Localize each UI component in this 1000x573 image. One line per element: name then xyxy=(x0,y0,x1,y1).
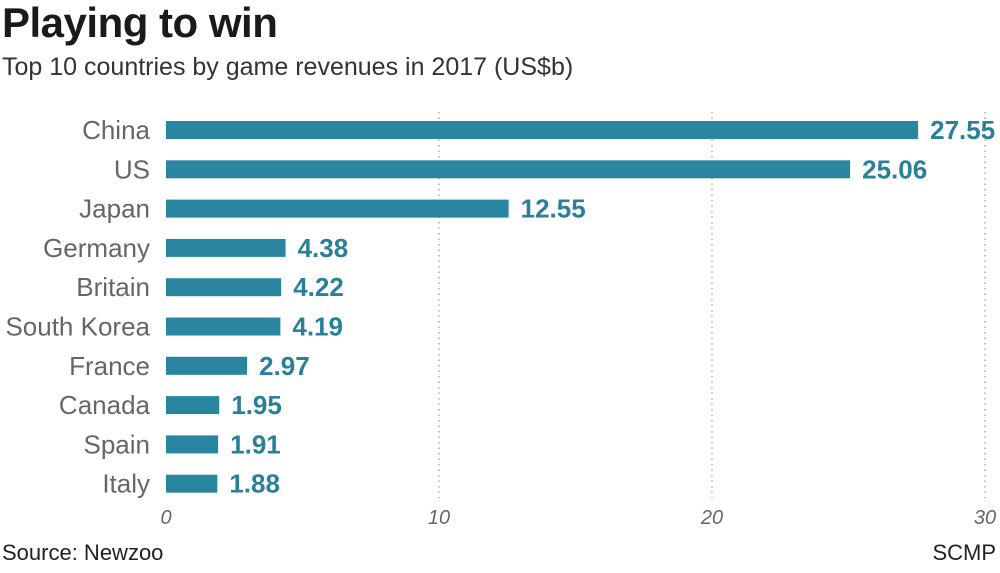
value-label: 1.95 xyxy=(231,390,282,420)
bar xyxy=(166,317,281,336)
category-label: Germany xyxy=(43,233,150,263)
category-label: US xyxy=(114,154,150,184)
grid-lines xyxy=(438,112,986,498)
chart-title: Playing to win xyxy=(2,0,278,46)
category-label: Italy xyxy=(102,469,150,499)
category-label: Japan xyxy=(79,194,150,224)
value-label: 4.22 xyxy=(293,272,344,302)
value-label: 27.55 xyxy=(930,115,995,145)
value-label: 1.88 xyxy=(229,469,280,499)
category-label: South Korea xyxy=(5,312,150,342)
category-label: China xyxy=(82,115,150,145)
category-labels: China US Japan Germany Britain South Korea Fra… xyxy=(5,115,150,499)
value-label: 4.38 xyxy=(298,233,349,263)
chart-subtitle: Top 10 countries by game revenues in 201… xyxy=(2,53,574,81)
category-label: Canada xyxy=(59,390,151,420)
bar xyxy=(166,238,286,257)
credit-note: SCMP xyxy=(932,540,996,565)
x-tick-label: 10 xyxy=(428,507,450,529)
bar xyxy=(166,435,219,454)
bar xyxy=(166,199,509,218)
value-label: 2.97 xyxy=(259,351,310,381)
value-label: 1.91 xyxy=(230,429,281,459)
x-tick-label: 30 xyxy=(974,507,996,529)
value-label: 12.55 xyxy=(521,194,586,224)
bar xyxy=(166,396,220,415)
x-tick-label: 20 xyxy=(700,507,723,529)
x-axis-ticks: 0 10 20 30 xyxy=(160,507,996,529)
bar xyxy=(166,121,919,139)
source-note: Source: Newzoo xyxy=(2,540,164,565)
category-label: Spain xyxy=(84,429,151,459)
value-label: 4.19 xyxy=(292,312,343,342)
category-label: Britain xyxy=(76,272,150,302)
x-tick-label: 0 xyxy=(160,507,171,529)
bar xyxy=(166,160,851,179)
bar xyxy=(166,356,248,375)
bar xyxy=(166,278,282,297)
category-label: France xyxy=(69,351,150,381)
bar xyxy=(166,474,218,493)
bars xyxy=(166,121,919,493)
value-label: 25.06 xyxy=(862,154,927,184)
